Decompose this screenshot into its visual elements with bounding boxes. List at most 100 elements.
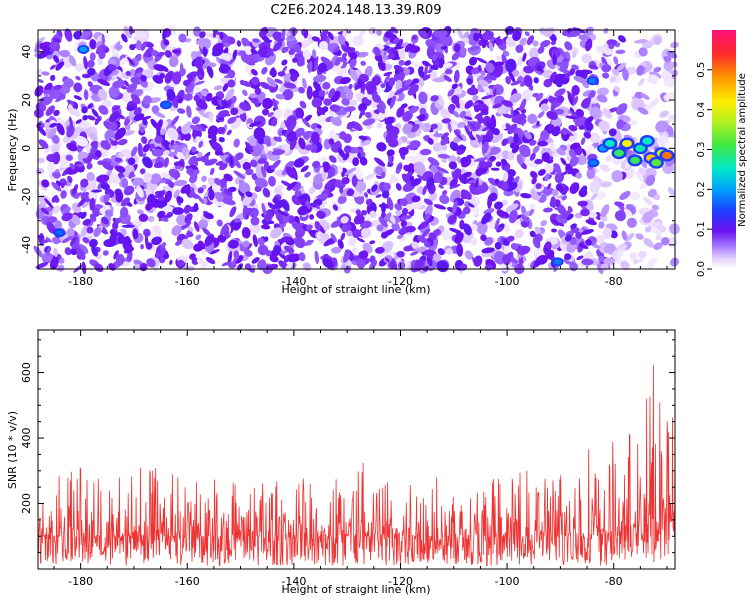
heatmap-cell xyxy=(349,58,357,69)
heatmap-cell xyxy=(316,210,326,219)
heatmap-cell xyxy=(198,73,204,78)
heatmap-cell xyxy=(443,75,452,82)
heatmap-cell xyxy=(147,215,155,223)
heatmap-cell xyxy=(531,177,537,185)
heatmap-cell xyxy=(378,216,388,228)
heatmap-cell xyxy=(388,138,399,148)
heatmap-cell xyxy=(245,191,253,198)
heatmap-cell xyxy=(638,78,645,86)
heatmap-cell xyxy=(239,80,252,87)
heatmap-cell xyxy=(89,197,96,211)
heatmap-cell xyxy=(333,46,340,53)
heatmap-cell xyxy=(89,39,97,50)
heatmap-cell xyxy=(414,258,425,270)
snr-x-tick-label: -100 xyxy=(495,575,520,588)
heatmap-cell xyxy=(61,182,65,189)
heatmap-cell xyxy=(509,92,522,103)
heatmap-cell xyxy=(53,84,63,90)
heatmap-cell xyxy=(352,229,362,239)
heatmap-cell xyxy=(281,46,289,54)
heatmap-cell xyxy=(404,60,412,66)
heatmap-cell xyxy=(440,108,451,120)
heatmap-cell xyxy=(569,107,575,114)
heatmap-cell xyxy=(506,136,515,144)
heatmap-cell xyxy=(41,71,50,76)
heatmap-cell xyxy=(86,155,93,164)
heatmap-cell xyxy=(108,86,120,98)
heatmap-cell xyxy=(261,202,267,216)
heatmap-cell xyxy=(296,56,305,67)
heatmap-cell xyxy=(233,170,245,179)
heatmap-cell xyxy=(620,260,630,271)
heatmap-cell xyxy=(233,138,240,148)
spectrogram-x-tick-label: -100 xyxy=(495,275,520,288)
heatmap-cell xyxy=(600,181,612,188)
heatmap-cell xyxy=(332,204,339,211)
heatmap-cell xyxy=(333,61,344,72)
heatmap-cell xyxy=(41,252,53,264)
heatmap-cell xyxy=(520,205,527,215)
heatmap-cell xyxy=(482,30,494,41)
heatmap-cell xyxy=(209,167,215,176)
heatmap-cell xyxy=(287,253,296,263)
heatmap-cell xyxy=(323,162,330,173)
heatmap-cell xyxy=(468,46,480,51)
heatmap-cell xyxy=(195,234,202,240)
heatmap-cell xyxy=(206,62,217,68)
heatmap-cell xyxy=(186,105,192,118)
heatmap-cell xyxy=(418,28,429,40)
heatmap-cell xyxy=(273,108,284,119)
heatmap-cell xyxy=(257,158,266,164)
heatmap-cell xyxy=(91,246,98,257)
heatmap-cell xyxy=(359,29,366,38)
heatmap-cell xyxy=(251,257,260,264)
heatmap-cell xyxy=(231,95,237,104)
spectrogram-x-tick-label: -160 xyxy=(175,275,200,288)
heatmap-cell xyxy=(298,86,305,94)
spectrogram-x-tick-label: -180 xyxy=(68,275,93,288)
heatmap-cell xyxy=(221,37,229,44)
heatmap-cell xyxy=(115,44,123,51)
heatmap-cell xyxy=(576,155,587,166)
heatmap-cell xyxy=(595,234,605,245)
heatmap-cell xyxy=(394,203,403,211)
heatmap-cell xyxy=(262,108,270,116)
heatmap-cell xyxy=(464,250,474,260)
heatmap-cell xyxy=(381,190,390,199)
heatmap-cell xyxy=(219,31,224,40)
heatmap-cell xyxy=(163,213,173,219)
heatmap-cell xyxy=(328,155,337,163)
heatmap-cell xyxy=(614,210,626,222)
heatmap-cell xyxy=(494,241,502,250)
heatmap-cell xyxy=(200,89,209,97)
heatmap-cell xyxy=(540,219,548,227)
heatmap-cell xyxy=(149,173,162,185)
heatmap-cell xyxy=(491,133,504,144)
heatmap-cell xyxy=(163,253,170,260)
heatmap-cell xyxy=(250,145,262,157)
heatmap-cell xyxy=(110,140,119,146)
heatmap-cell xyxy=(646,77,658,85)
heatmap-cell xyxy=(369,210,377,218)
heatmap-cell xyxy=(521,89,533,102)
heatmap-cell xyxy=(401,173,411,184)
heatmap-cell xyxy=(114,127,126,140)
heatmap-cell xyxy=(352,157,360,167)
heatmap-cell xyxy=(219,163,228,171)
heatmap-cell xyxy=(293,158,305,168)
heatmap-cell xyxy=(601,64,612,73)
heatmap-cell xyxy=(426,45,436,60)
heatmap-cell xyxy=(474,177,479,189)
heatmap-cell xyxy=(313,63,319,71)
heatmap-cell xyxy=(412,34,417,41)
heatmap-cell xyxy=(390,95,395,107)
heatmap-cell xyxy=(196,36,205,45)
heatmap-cell xyxy=(45,216,58,224)
heatmap-cell xyxy=(227,79,236,88)
heatmap-cell xyxy=(365,198,373,206)
heatmap-cell xyxy=(87,67,96,76)
heatmap-cell xyxy=(564,72,571,79)
heatmap-cell xyxy=(152,225,162,234)
heatmap-cell xyxy=(453,130,464,141)
heatmap-cell xyxy=(342,152,350,161)
